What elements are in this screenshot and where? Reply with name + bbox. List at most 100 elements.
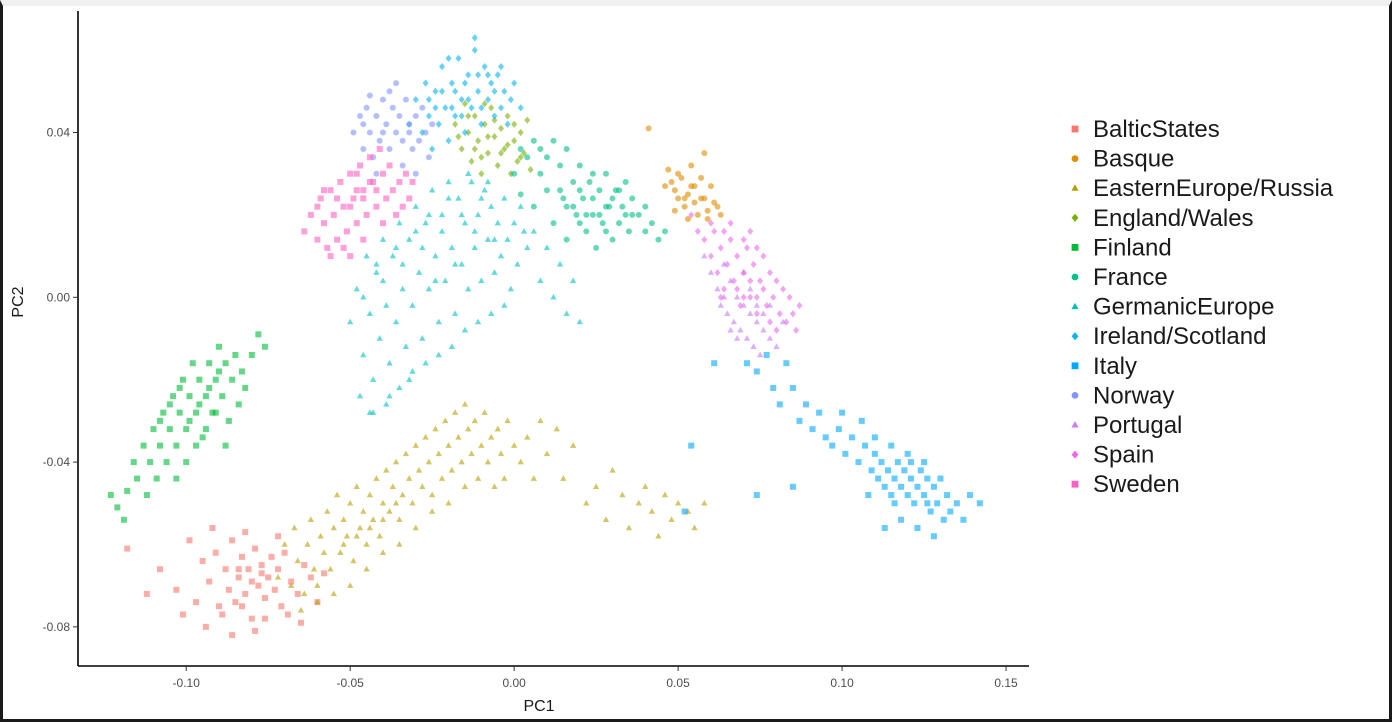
data-point — [238, 553, 245, 560]
data-point — [379, 277, 387, 284]
data-point — [668, 516, 675, 523]
data-point — [166, 401, 173, 408]
data-point — [327, 565, 334, 572]
series-norway — [350, 80, 436, 177]
data-point — [343, 532, 351, 539]
data-point — [747, 293, 754, 301]
data-point — [297, 606, 305, 613]
data-point — [527, 166, 534, 174]
data-point — [452, 112, 459, 120]
data-point — [511, 120, 518, 128]
data-point — [245, 566, 252, 573]
data-point — [465, 112, 472, 120]
data-point — [324, 508, 331, 514]
data-point — [576, 187, 583, 194]
data-point — [347, 582, 354, 588]
data-point — [452, 87, 459, 95]
data-point — [894, 459, 901, 466]
data-point — [130, 459, 137, 466]
data-point — [675, 195, 682, 202]
data-point — [498, 104, 505, 112]
data-point — [766, 318, 773, 326]
data-point — [350, 195, 357, 202]
data-point — [891, 500, 898, 507]
data-point — [393, 211, 400, 218]
data-point — [193, 442, 200, 449]
data-point — [353, 285, 360, 292]
data-point — [412, 227, 419, 234]
data-point — [511, 137, 518, 145]
data-point — [881, 524, 888, 531]
data-point — [307, 574, 314, 581]
data-point — [478, 120, 485, 128]
data-point — [556, 260, 564, 267]
data-point — [330, 524, 337, 531]
data-point — [504, 112, 511, 120]
data-point — [179, 611, 186, 618]
data-point — [156, 566, 163, 573]
data-point — [379, 170, 386, 177]
data-point — [366, 154, 373, 161]
data-point — [170, 393, 177, 400]
data-point — [442, 104, 449, 112]
data-point — [580, 195, 587, 202]
data-point — [422, 433, 429, 440]
data-point — [288, 578, 295, 585]
data-point — [455, 433, 462, 440]
data-point — [504, 417, 511, 424]
data-point — [888, 442, 895, 449]
legend-key — [1071, 155, 1079, 163]
data-point — [583, 211, 590, 218]
data-point — [422, 79, 429, 87]
data-point — [763, 301, 770, 310]
y-axis-title: PC2 — [10, 286, 27, 317]
data-point — [570, 178, 577, 185]
data-point — [432, 87, 439, 95]
data-point — [865, 492, 872, 499]
data-point — [776, 310, 783, 318]
data-point — [701, 195, 708, 202]
data-point — [399, 137, 406, 144]
data-point — [560, 195, 567, 202]
data-point — [517, 146, 524, 153]
data-point — [904, 450, 911, 457]
data-point — [524, 116, 531, 124]
data-point — [229, 537, 236, 544]
data-point — [937, 475, 944, 482]
series-basque — [645, 125, 724, 223]
legend-label: England/Wales — [1093, 205, 1254, 232]
data-point — [160, 409, 167, 416]
legend-label: Basque — [1093, 146, 1174, 173]
data-point — [498, 149, 505, 157]
data-point — [688, 183, 695, 190]
data-point — [622, 178, 629, 185]
data-point — [563, 310, 570, 317]
data-point — [707, 219, 714, 227]
data-point — [189, 360, 196, 367]
data-point — [409, 499, 416, 506]
data-point — [402, 450, 410, 457]
data-point — [770, 384, 777, 391]
data-point — [674, 499, 682, 506]
data-point — [478, 170, 485, 178]
data-point — [944, 492, 951, 499]
data-point — [353, 187, 360, 194]
data-point — [373, 203, 380, 210]
data-point — [681, 508, 688, 515]
data-point — [173, 442, 180, 449]
data-point — [392, 499, 400, 506]
data-point — [438, 227, 446, 234]
data-point — [222, 442, 229, 449]
data-point — [468, 104, 475, 112]
data-point — [448, 244, 455, 251]
data-point — [648, 220, 655, 227]
data-point — [393, 129, 400, 136]
data-point — [721, 227, 728, 235]
data-point — [701, 252, 708, 259]
series-sweden — [301, 146, 416, 260]
data-point — [379, 236, 387, 242]
data-point — [481, 120, 488, 128]
data-point — [242, 384, 249, 391]
data-point — [209, 409, 216, 416]
data-point — [425, 154, 432, 161]
